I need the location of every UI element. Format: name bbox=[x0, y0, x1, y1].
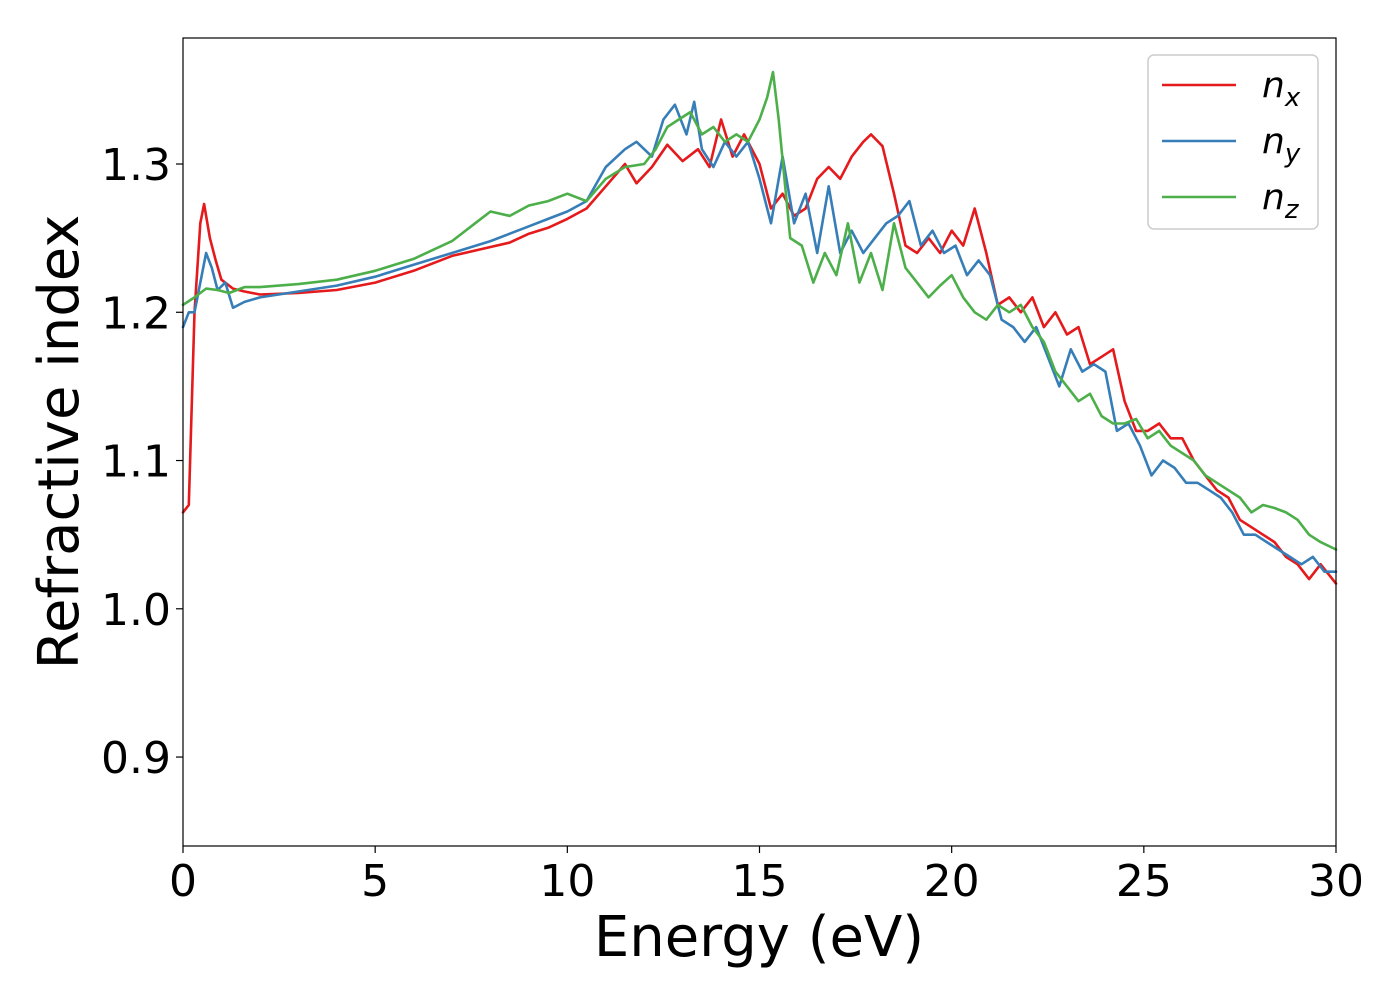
plot-background bbox=[183, 38, 1336, 846]
legend-label-ny: ny bbox=[1262, 121, 1301, 169]
x-axis-label: Energy (eV) bbox=[594, 905, 924, 970]
y-tick-label: 1.3 bbox=[101, 140, 171, 191]
legend-label-subscript: y bbox=[1284, 139, 1301, 169]
legend-label-subscript: z bbox=[1284, 195, 1300, 225]
y-axis-label: Refractive index bbox=[27, 215, 92, 670]
y-tick-label: 1.2 bbox=[101, 288, 171, 339]
legend-label-base: n bbox=[1262, 121, 1285, 162]
plot-frame bbox=[182, 37, 1337, 847]
y-axis-ticks: 0.9 1.0 1.1 1.2 1.3 bbox=[101, 140, 183, 784]
legend-label-nz: nz bbox=[1262, 177, 1300, 225]
legend-label-subscript: x bbox=[1284, 83, 1301, 113]
series-line-nx bbox=[181, 118, 1338, 585]
x-tick-label: 20 bbox=[924, 856, 980, 907]
x-tick-label: 30 bbox=[1308, 856, 1364, 907]
x-tick-label: 25 bbox=[1116, 856, 1172, 907]
series-lines bbox=[181, 70, 1338, 585]
legend-label-base: n bbox=[1262, 177, 1285, 218]
x-axis-ticks: 0 5 10 15 20 25 30 bbox=[169, 846, 1364, 907]
y-tick-label: 1.0 bbox=[101, 585, 171, 636]
x-tick-label: 15 bbox=[732, 856, 788, 907]
series-line-nz bbox=[181, 70, 1338, 551]
x-tick-label: 0 bbox=[169, 856, 197, 907]
legend-label-nx: nx bbox=[1262, 65, 1301, 113]
y-tick-label: 1.1 bbox=[101, 437, 171, 488]
y-tick-label: 0.9 bbox=[101, 733, 171, 784]
legend-label-base: n bbox=[1262, 65, 1285, 106]
x-tick-label: 5 bbox=[361, 856, 389, 907]
x-tick-label: 10 bbox=[539, 856, 595, 907]
series-line-ny bbox=[181, 100, 1338, 574]
